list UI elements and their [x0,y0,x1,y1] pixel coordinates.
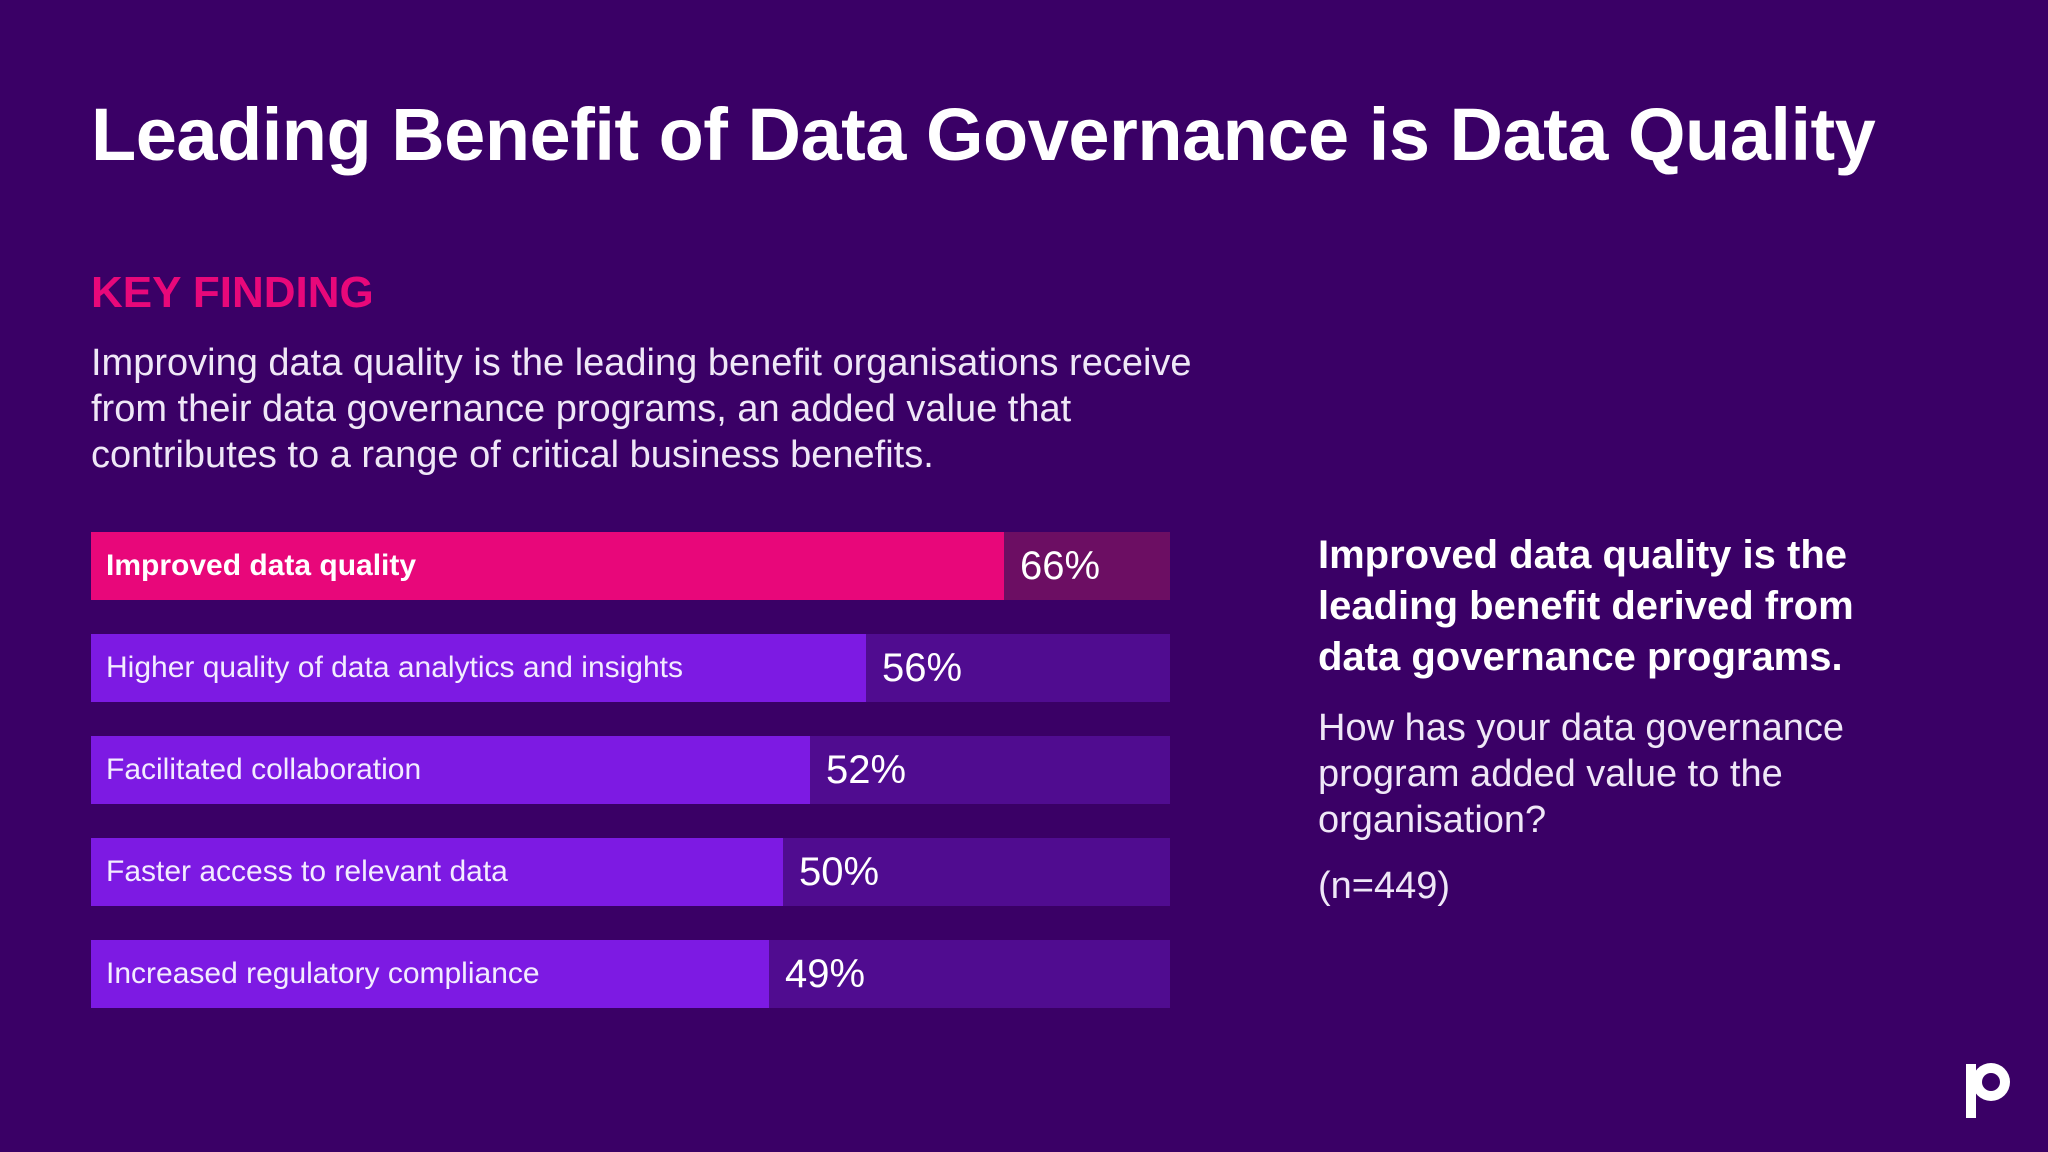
intro-paragraph: Improving data quality is the leading be… [91,342,1192,476]
survey-question: How has your data governance program add… [1318,707,1844,841]
sample-size: (n=449) [1318,865,1451,907]
category-label: Faster access to relevant data [106,855,508,888]
bar-row: Improved data quality 66% [91,532,1170,600]
category-label: Higher quality of data analytics and ins… [106,651,684,684]
side-heading: Improved data quality is the leading ben… [1318,533,1854,679]
value-label: 49% [785,952,866,996]
bar-row: Facilitated collaboration 52% [91,736,1170,804]
bar [91,940,769,1008]
value-label: 52% [826,748,907,792]
bar [91,634,866,702]
category-label: Improved data quality [106,549,417,582]
bar-row: Increased regulatory compliance 49% [91,940,1170,1008]
brand-p-logo-icon [1966,1063,2010,1118]
bar [91,532,1004,600]
value-label: 50% [799,850,880,894]
benefits-bar-chart: Improved data quality 66% Higher quality o… [91,532,1170,1012]
value-label: 66% [1020,544,1101,588]
category-label: Increased regulatory compliance [106,957,540,990]
bar-row: Faster access to relevant data 50% [91,838,1170,906]
value-label: 56% [882,646,963,690]
key-finding-label: KEY FINDING [91,268,374,317]
side-panel: Improved data quality is the leading ben… [1318,530,1938,909]
page-title: Leading Benefit of Data Governance is Da… [91,93,1876,176]
category-label: Facilitated collaboration [106,753,422,786]
bar-row: Higher quality of data analytics and ins… [91,634,1170,702]
bar [91,838,783,906]
bar [91,736,810,804]
